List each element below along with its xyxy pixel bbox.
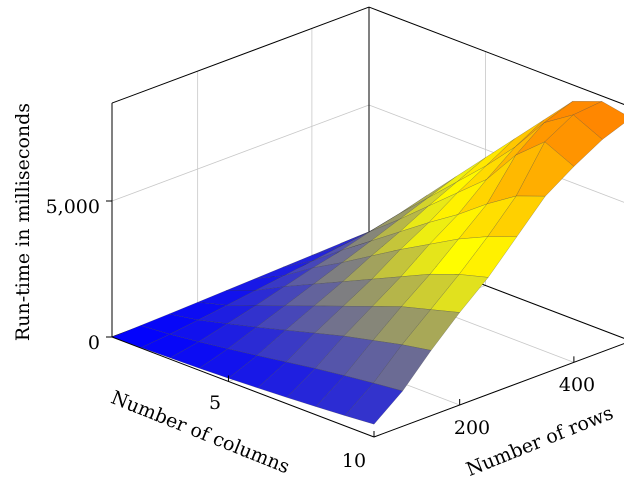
y-tick-label-400: 400 xyxy=(559,374,595,396)
z-axis-title: Run-time in milliseconds xyxy=(12,103,34,341)
z-gridline-back-1 xyxy=(112,105,369,201)
z-tick-label-0: 0 xyxy=(88,332,100,354)
x-tick-label-5: 5 xyxy=(209,392,221,414)
x-axis-title: Number of columns xyxy=(108,387,293,479)
box-edge-back-3 xyxy=(112,7,369,103)
z-tick-label-5000: 5,000 xyxy=(46,196,100,218)
y-tick-label-200: 200 xyxy=(454,417,490,439)
box-edge-back-4 xyxy=(369,7,624,107)
y-axis-title: Number of rows xyxy=(463,402,616,481)
surface-mesh xyxy=(112,101,624,424)
x-tick-label-10: 10 xyxy=(342,450,366,472)
